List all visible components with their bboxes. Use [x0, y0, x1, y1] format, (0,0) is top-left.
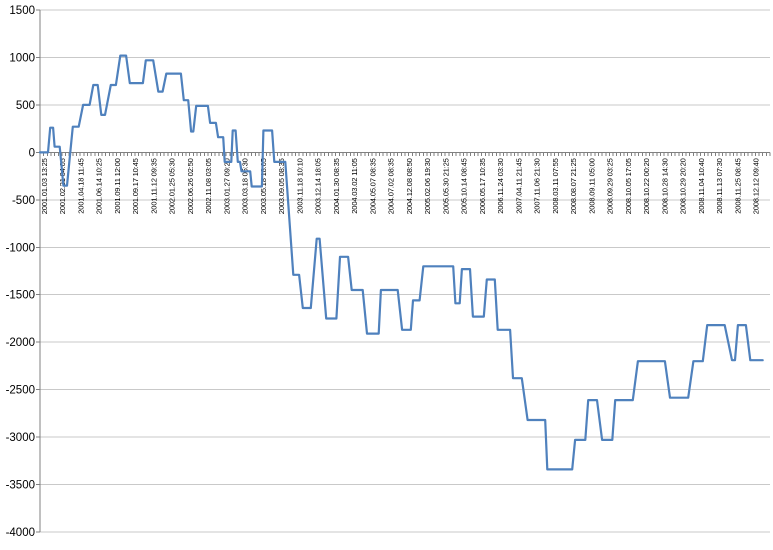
x-axis-label: 2005.05.30 21:25: [442, 158, 451, 214]
y-axis-label: -500: [12, 195, 35, 207]
x-axis-label: 2003.12.14 18:05: [314, 158, 323, 214]
x-axis-label: 2004.07.02 08:35: [387, 158, 396, 214]
x-axis-label: 2008.11.13 07:30: [715, 158, 724, 213]
x-axis-label: 2008.10.22 00:20: [642, 158, 651, 214]
x-axis-label: 2008.09.11 05:00: [588, 158, 597, 213]
x-axis-label: 2006.05.17 10:35: [478, 158, 487, 214]
y-axis-label: -2500: [6, 385, 35, 397]
x-axis-label: 2008.08.07 21:25: [569, 158, 578, 214]
x-axis-label: 2001.01.03 13:25: [40, 158, 49, 214]
x-axis-label: 2003.01.27 09:20: [223, 158, 232, 214]
y-axis-label: -3500: [6, 480, 35, 492]
x-axis-label: 2005.02.06 19:30: [423, 158, 432, 214]
x-axis-label: 2001.09.11 12:00: [113, 158, 122, 213]
x-axis-label: 2004.12.08 08:50: [405, 158, 414, 214]
x-axis-label: 2005.10.14 08:45: [460, 158, 469, 214]
x-axis-label: 2003.11.18 10:10: [296, 158, 305, 213]
x-axis-label: 2004.05.07 08:35: [369, 158, 378, 214]
y-axis-label: 0: [29, 147, 35, 159]
x-axis-label: 2008.11.04 10:40: [697, 158, 706, 213]
series-line: [38, 54, 764, 471]
x-axis-label: 2006.11.24 03:30: [496, 158, 505, 213]
x-axis-label: 2008.10.05 17:05: [624, 158, 633, 214]
y-axis-label: -4000: [6, 527, 35, 539]
x-axis-label: 2003.09.05 08:35: [277, 158, 286, 214]
x-axis-label: 2007.11.06 21:30: [533, 158, 542, 213]
x-axis-label: 2001.04.18 11:45: [77, 158, 86, 213]
x-axis-label: 2001.06.14 10:25: [95, 158, 104, 214]
x-axis-label: 2002.06.26 02:50: [186, 158, 195, 214]
x-axis-label: 2008.11.25 08:45: [734, 158, 743, 213]
y-axis-label: -2000: [6, 337, 35, 349]
x-axis-label: 2004.01.30 08:35: [332, 158, 341, 214]
y-axis-label: 1000: [9, 52, 35, 64]
y-axis-label: -3000: [6, 432, 35, 444]
x-axis-label: 2004.03.02 11:05: [350, 158, 359, 213]
x-axis-label: 2007.04.11 21:45: [515, 158, 524, 213]
x-axis-label: 2002.01.25 05:30: [168, 158, 177, 214]
x-axis-label: 2001.09.17 10:45: [131, 158, 140, 214]
x-axis-label: 2008.12.12 09:40: [752, 158, 761, 214]
x-axis-label: 2008.03.11 07:55: [551, 158, 560, 213]
x-axis-label: 2008.09.29 03:25: [606, 158, 615, 214]
x-axis-label: 2008.10.28 14:30: [661, 158, 670, 214]
x-axis-label: 2001.11.12 09:35: [150, 158, 159, 213]
y-axis-label: 500: [16, 100, 35, 112]
y-axis-label: -1500: [6, 290, 35, 302]
y-axis-label: -1000: [6, 242, 35, 254]
x-axis-label: 2002.11.08 03:05: [204, 158, 213, 213]
x-axis-label: 2003.05.18 18:05: [259, 158, 268, 214]
x-axis-label: 2003.03.18 05:30: [241, 158, 250, 214]
x-axis-label: 2008.10.29 20:20: [679, 158, 688, 214]
y-axis-label: 1500: [9, 5, 35, 17]
